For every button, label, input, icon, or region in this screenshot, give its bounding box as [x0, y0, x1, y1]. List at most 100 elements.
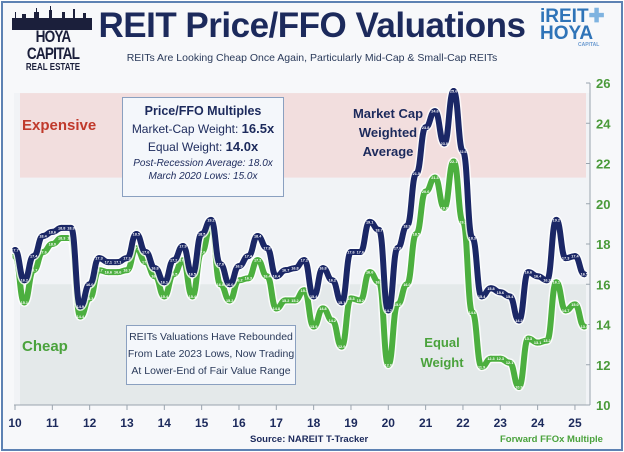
x-tick-label: 18 [307, 416, 321, 430]
equal-weight-row: Equal Weight: 14.0x [123, 139, 283, 154]
data-label: 12.3 [497, 357, 504, 361]
data-label: 14.8 [319, 307, 326, 311]
x-tick-label: 21 [419, 416, 433, 430]
data-label: 14.6 [469, 311, 476, 315]
data-point [49, 241, 56, 247]
data-point [86, 281, 93, 288]
data-label: 17.7 [11, 249, 18, 253]
y-tick-label: 18 [596, 237, 610, 252]
chart-title: REIT Price/FFO Valuations [98, 6, 526, 45]
data-label: 15.3 [86, 297, 93, 301]
chart-subtitle: REITs Are Looking Cheap Once Again, Part… [126, 52, 498, 64]
market-cap-weight-row: Market-Cap Weight: 16.5x [123, 121, 283, 136]
x-tick-label: 24 [531, 416, 545, 430]
data-point [301, 257, 308, 264]
data-label: 12.1 [506, 361, 513, 365]
x-tick-label: 15 [195, 416, 209, 430]
data-label: 17.2 [301, 259, 308, 263]
data-point [21, 299, 28, 306]
data-point [161, 293, 168, 300]
data-point [347, 295, 354, 302]
data-label: 14.8 [273, 307, 280, 311]
band-cheap [20, 284, 586, 405]
data-label: 22.1 [450, 160, 457, 164]
data-label: 16.6 [114, 271, 121, 275]
source-note: Source: NAREIT T-Tracker [250, 434, 369, 445]
x-tick-label: 25 [568, 416, 582, 430]
data-label: 16.6 [366, 271, 373, 275]
data-label: 19.8 [441, 206, 448, 210]
post-recession-average: Post-Recession Average: 18.0x [133, 158, 273, 169]
data-label: 14.2 [329, 319, 336, 323]
data-label: 16.0 [226, 283, 233, 287]
data-label: 17.3 [123, 257, 130, 261]
data-point [254, 257, 261, 264]
data-label: 17.4 [245, 255, 253, 259]
data-point [254, 232, 261, 239]
data-label: 16.7 [282, 269, 289, 273]
march-2020-lows: March 2020 Lows: 15.0x [148, 171, 258, 182]
data-label: 16.4 [534, 275, 542, 279]
data-point [357, 297, 364, 304]
data-label: 16.8 [291, 267, 298, 271]
y-tick-label: 14 [596, 318, 611, 333]
data-point [161, 279, 168, 286]
data-label: 25.6 [450, 90, 457, 94]
data-point [562, 307, 569, 314]
data-point [226, 281, 233, 288]
data-point [263, 273, 270, 280]
data-point [543, 337, 550, 344]
data-point [291, 265, 298, 272]
data-point [525, 269, 532, 276]
data-point [329, 277, 336, 284]
data-point [497, 355, 504, 362]
data-label: 18.5 [133, 232, 140, 236]
data-point [189, 293, 196, 300]
data-point [375, 226, 382, 233]
data-point [422, 124, 429, 131]
y-tick-label: 10 [596, 398, 610, 413]
data-label: 15.4 [478, 295, 486, 299]
data-point [450, 88, 457, 95]
data-point [441, 204, 448, 211]
data-point [310, 293, 317, 300]
x-tick-label: 16 [232, 416, 246, 430]
data-point [450, 158, 457, 165]
data-point [459, 218, 466, 225]
data-label: 15.1 [21, 301, 28, 305]
data-point [385, 307, 392, 314]
data-point [553, 279, 560, 286]
data-label: 16.2 [235, 279, 242, 283]
data-label: 17.3 [562, 257, 569, 261]
data-point [142, 249, 149, 256]
box-title: Price/FFO Multiples [144, 104, 262, 118]
mc-label: Market-Cap Weight: [131, 122, 242, 136]
data-label: 16.7 [123, 269, 130, 273]
data-label: 14.9 [77, 305, 84, 309]
data-point [357, 249, 364, 256]
data-point [273, 305, 280, 312]
data-label: 16.3 [245, 277, 252, 281]
hoya-capital-logo: HOYA CAPITAL REAL ESTATE [8, 6, 98, 74]
data-point [543, 277, 550, 284]
data-label: 17.9 [179, 245, 186, 249]
data-label: 21.3 [431, 176, 438, 180]
data-point [562, 255, 569, 262]
data-label: 12.3 [487, 357, 494, 361]
skyline-icon [12, 6, 92, 30]
data-point [58, 224, 65, 231]
data-point [571, 253, 578, 260]
y-tick-label: 26 [596, 76, 610, 91]
data-point [319, 305, 326, 312]
data-label: 17.1 [142, 261, 149, 265]
y-tick-label: 22 [596, 157, 610, 172]
series-label-line: Equal [424, 335, 460, 350]
data-point [207, 216, 214, 223]
data-point [534, 339, 541, 346]
commentary-line: REITs Valuations Have Rebounded [129, 331, 293, 343]
data-label: 18.9 [403, 224, 410, 228]
data-point [571, 301, 578, 308]
data-label: 17.1 [105, 261, 112, 265]
data-point [534, 273, 541, 280]
